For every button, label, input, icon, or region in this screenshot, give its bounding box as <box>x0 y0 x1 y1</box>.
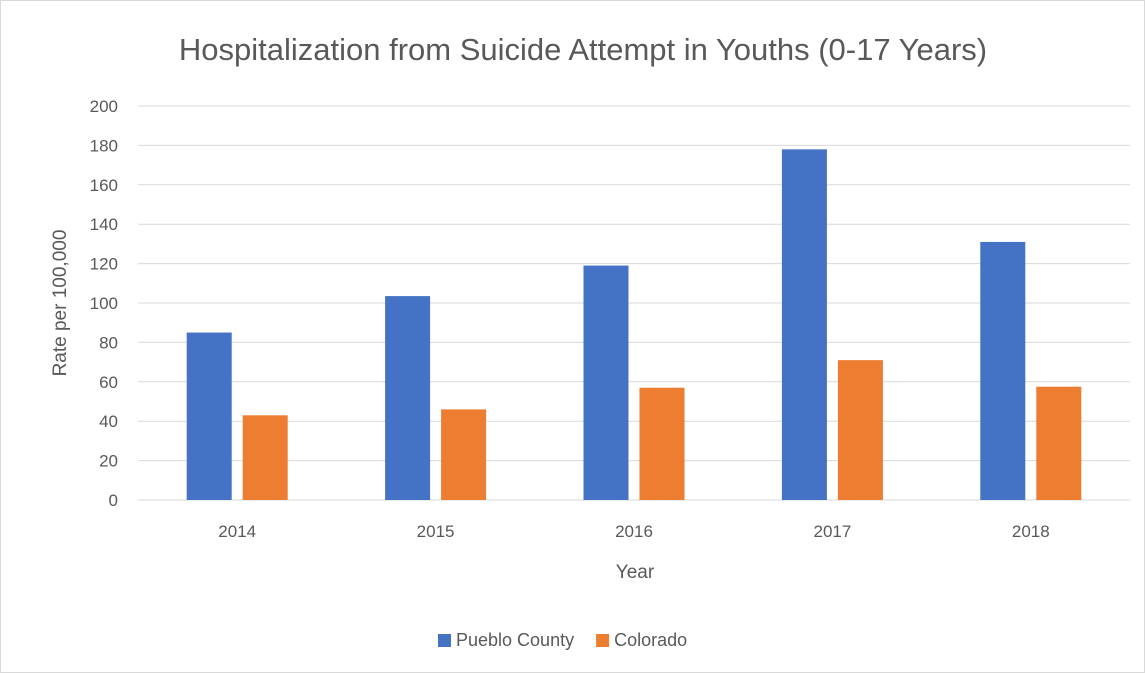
bar-pueblo-county-2016 <box>583 265 629 500</box>
bar-pueblo-county-2014 <box>186 332 232 500</box>
bar-pueblo-county-2017 <box>781 149 827 500</box>
chart-title: Hospitalization from Suicide Attempt in … <box>179 32 987 67</box>
y-tick-label: 120 <box>90 255 118 274</box>
x-tick-labels: 2014 2015 2016 2017 2018 <box>218 522 1049 541</box>
bar-colorado-2015 <box>441 409 487 500</box>
legend-label: Pueblo County <box>456 630 574 650</box>
bar-pueblo-county-2015 <box>385 296 431 500</box>
bar-colorado-2014 <box>242 415 288 500</box>
y-tick-labels: 0 20 40 60 80 100 120 140 160 180 200 <box>90 97 118 510</box>
y-tick-label: 160 <box>90 176 118 195</box>
legend-swatch <box>596 634 610 647</box>
bar-colorado-2018 <box>1036 386 1082 500</box>
x-tick-label: 2018 <box>1012 522 1050 541</box>
y-axis-label: Rate per 100,000 <box>50 230 71 377</box>
y-tick-label: 40 <box>99 412 118 431</box>
y-tick-label: 100 <box>90 294 118 313</box>
y-tick-label: 180 <box>90 136 118 155</box>
x-tick-label: 2016 <box>615 522 653 541</box>
legend: Pueblo County Colorado <box>438 630 687 650</box>
legend-swatch <box>438 634 451 647</box>
bar-pueblo-county-2018 <box>980 241 1026 500</box>
bar-colorado-2017 <box>837 360 883 500</box>
x-tick-label: 2014 <box>218 522 256 541</box>
y-tick-label: 200 <box>90 97 118 116</box>
gridlines <box>138 105 1130 501</box>
y-tick-label: 60 <box>99 373 118 392</box>
y-tick-label: 20 <box>99 452 118 471</box>
bar-colorado-2016 <box>639 387 685 500</box>
bars <box>186 149 1082 500</box>
x-tick-label: 2017 <box>813 522 851 541</box>
y-tick-label: 80 <box>99 333 118 352</box>
legend-label: Colorado <box>614 630 687 650</box>
x-tick-label: 2015 <box>417 522 455 541</box>
y-tick-label: 140 <box>90 215 118 234</box>
y-tick-label: 0 <box>109 491 118 510</box>
x-axis-label: Year <box>616 562 655 583</box>
